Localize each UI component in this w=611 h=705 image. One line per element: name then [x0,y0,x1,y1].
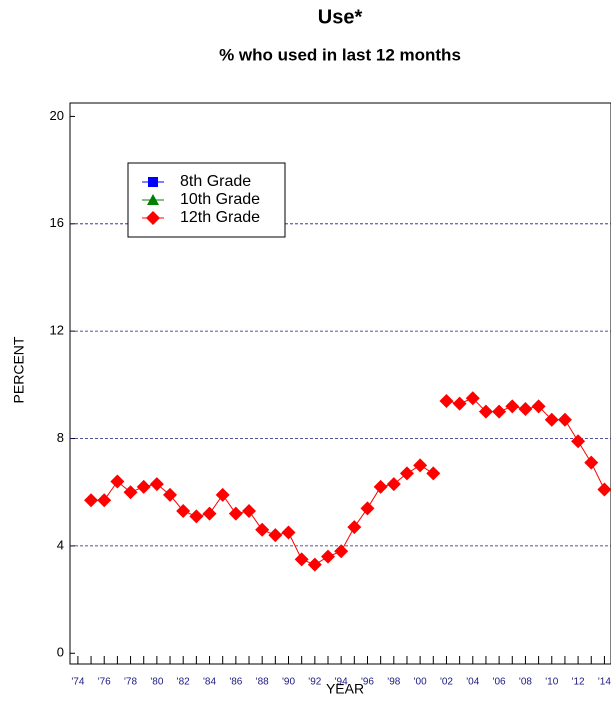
plot-area [69,102,611,665]
marker [320,549,335,564]
chart-subtitle: % who used in last 12 months [219,45,461,64]
marker [97,493,112,508]
y-tick-label: 16 [50,215,64,230]
marker [228,506,243,521]
marker [360,501,375,516]
y-tick-label: 8 [57,430,64,445]
y-tick-label: 20 [50,108,64,123]
marker [189,509,204,524]
x-tick-label: '12 [572,677,585,688]
marker [452,396,467,411]
x-tick-label: '98 [387,677,400,688]
x-tick-label: '82 [177,677,190,688]
x-tick-label: '14 [598,677,611,688]
y-tick-label: 12 [50,323,64,338]
marker [136,479,151,494]
marker [146,211,160,225]
marker [268,528,283,543]
marker [163,487,178,502]
legend-label: 10th Grade [180,191,260,208]
marker [294,552,309,567]
marker [307,557,322,572]
marker [544,412,559,427]
marker [242,504,257,518]
x-tick-label: '94 [335,677,348,688]
marker [281,525,296,540]
x-tick-label: '10 [545,677,558,688]
marker [584,455,599,470]
marker [413,458,428,473]
x-tick-label: '84 [203,677,216,688]
marker [84,493,99,508]
marker [386,477,401,492]
marker [399,466,414,481]
series-line [91,464,434,566]
legend-label: 8th Grade [180,173,251,190]
marker [518,402,533,416]
marker [255,522,270,537]
x-tick-label: '92 [308,677,321,688]
x-tick-label: '96 [361,677,374,688]
chart-title: Use* [318,6,363,28]
x-axis-label: YEAR [326,681,364,697]
marker [110,474,125,489]
x-tick-label: '06 [493,677,506,688]
x-tick-label: '78 [124,677,137,688]
x-tick-label: '04 [466,677,479,688]
marker [147,194,159,205]
legend-label: 12th Grade [180,209,260,226]
x-tick-label: '08 [519,677,532,688]
marker [571,434,586,449]
marker [176,504,191,518]
y-tick-label: 4 [57,537,64,552]
marker [347,520,362,535]
y-tick-label: 0 [57,645,64,660]
marker [597,482,611,497]
x-tick-label: '76 [98,677,111,688]
marker [531,399,546,414]
y-axis-label: PERCENT [11,336,27,403]
x-tick-label: '88 [256,677,269,688]
marker [373,479,388,494]
x-tick-label: '00 [414,677,427,688]
x-tick-label: '74 [71,677,84,688]
marker [426,466,441,481]
marker [202,506,217,521]
marker [215,487,230,502]
marker [505,399,520,414]
marker [149,477,164,492]
marker [557,412,572,427]
x-tick-label: '80 [150,677,163,688]
x-tick-label: '02 [440,677,453,688]
x-tick-label: '90 [282,677,295,688]
marker [465,391,480,406]
marker [439,393,454,408]
marker [334,544,349,559]
marker [123,485,138,500]
marker [478,404,493,419]
marker [492,404,507,419]
marker [148,177,158,187]
x-tick-label: '86 [229,677,242,688]
